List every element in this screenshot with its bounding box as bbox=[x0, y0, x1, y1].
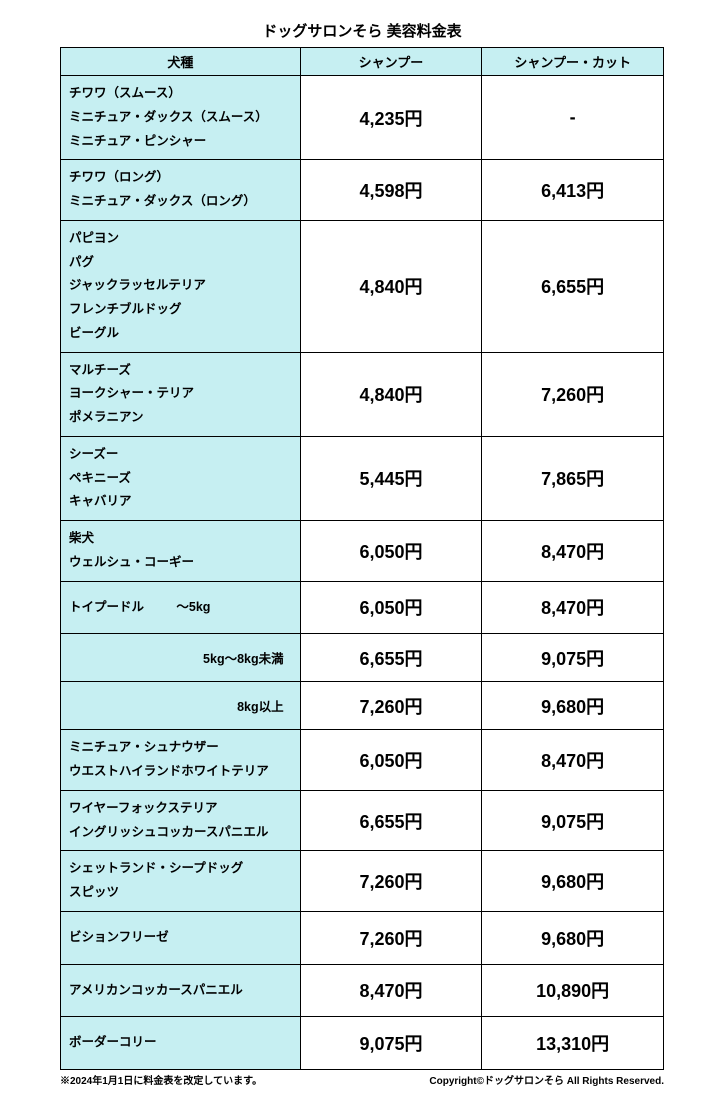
col-breed: 犬種 bbox=[61, 48, 301, 76]
breed-cell: チワワ（ロング）ミニチュア・ダックス（ロング） bbox=[61, 160, 301, 221]
table-row: トイプードル ～5kg6,050円8,470円 bbox=[61, 581, 664, 634]
cut-price: 9,680円 bbox=[482, 682, 664, 730]
table-row: アメリカンコッカースパニエル8,470円10,890円 bbox=[61, 964, 664, 1017]
cut-price: 9,680円 bbox=[482, 851, 664, 912]
shampoo-price: 6,050円 bbox=[300, 581, 482, 634]
table-row: ミニチュア・シュナウザーウエストハイランドホワイトテリア6,050円8,470円 bbox=[61, 730, 664, 791]
shampoo-price: 6,655円 bbox=[300, 790, 482, 851]
cut-price: 9,680円 bbox=[482, 911, 664, 964]
breed-cell: ワイヤーフォックステリアイングリッシュコッカースパニエル bbox=[61, 790, 301, 851]
footer-copyright: Copyright©ドッグサロンそら All Rights Reserved. bbox=[429, 1072, 664, 1087]
footer-note: ※2024年1月1日に料金表を改定しています。 bbox=[60, 1072, 262, 1087]
header-row: 犬種 シャンプー シャンプー・カット bbox=[61, 48, 664, 76]
breed-cell: パピヨンパグジャックラッセルテリアフレンチブルドッグビーグル bbox=[61, 220, 301, 352]
breed-cell: 5kg～8kg未満 bbox=[61, 634, 301, 682]
breed-cell: ボーダーコリー bbox=[61, 1017, 301, 1070]
cut-price: 9,075円 bbox=[482, 634, 664, 682]
cut-price: 13,310円 bbox=[482, 1017, 664, 1070]
breed-cell: ミニチュア・シュナウザーウエストハイランドホワイトテリア bbox=[61, 730, 301, 791]
page-title: ドッグサロンそら 美容料金表 bbox=[20, 20, 704, 41]
shampoo-price: 8,470円 bbox=[300, 964, 482, 1017]
table-row: パピヨンパグジャックラッセルテリアフレンチブルドッグビーグル4,840円6,65… bbox=[61, 220, 664, 352]
cut-price: 10,890円 bbox=[482, 964, 664, 1017]
breed-cell: シーズーペキニーズキャバリア bbox=[61, 436, 301, 520]
shampoo-price: 4,235円 bbox=[300, 76, 482, 160]
shampoo-price: 4,598円 bbox=[300, 160, 482, 221]
shampoo-price: 6,655円 bbox=[300, 634, 482, 682]
cut-price: 6,413円 bbox=[482, 160, 664, 221]
table-row: 5kg～8kg未満6,655円9,075円 bbox=[61, 634, 664, 682]
shampoo-price: 7,260円 bbox=[300, 851, 482, 912]
table-row: マルチーズヨークシャー・テリアポメラニアン4,840円7,260円 bbox=[61, 352, 664, 436]
breed-cell: マルチーズヨークシャー・テリアポメラニアン bbox=[61, 352, 301, 436]
shampoo-price: 7,260円 bbox=[300, 911, 482, 964]
shampoo-price: 6,050円 bbox=[300, 521, 482, 582]
cut-price: 8,470円 bbox=[482, 581, 664, 634]
col-shampoo: シャンプー bbox=[300, 48, 482, 76]
col-cut: シャンプー・カット bbox=[482, 48, 664, 76]
footer: ※2024年1月1日に料金表を改定しています。 Copyright©ドッグサロン… bbox=[60, 1072, 664, 1087]
breed-cell: 柴犬ウェルシュ・コーギー bbox=[61, 521, 301, 582]
breed-cell: チワワ（スムース）ミニチュア・ダックス（スムース）ミニチュア・ピンシャー bbox=[61, 76, 301, 160]
shampoo-price: 6,050円 bbox=[300, 730, 482, 791]
table-row: 柴犬ウェルシュ・コーギー6,050円8,470円 bbox=[61, 521, 664, 582]
breed-cell: ビションフリーゼ bbox=[61, 911, 301, 964]
cut-price: 8,470円 bbox=[482, 730, 664, 791]
breed-cell: 8kg以上 bbox=[61, 682, 301, 730]
cut-price: - bbox=[482, 76, 664, 160]
shampoo-price: 7,260円 bbox=[300, 682, 482, 730]
cut-price: 7,260円 bbox=[482, 352, 664, 436]
breed-cell: トイプードル ～5kg bbox=[61, 581, 301, 634]
table-row: シェットランド・シープドッグスピッツ7,260円9,680円 bbox=[61, 851, 664, 912]
cut-price: 6,655円 bbox=[482, 220, 664, 352]
table-row: チワワ（スムース）ミニチュア・ダックス（スムース）ミニチュア・ピンシャー4,23… bbox=[61, 76, 664, 160]
cut-price: 8,470円 bbox=[482, 521, 664, 582]
table-row: 8kg以上7,260円9,680円 bbox=[61, 682, 664, 730]
breed-cell: アメリカンコッカースパニエル bbox=[61, 964, 301, 1017]
table-row: シーズーペキニーズキャバリア5,445円7,865円 bbox=[61, 436, 664, 520]
table-row: ボーダーコリー9,075円13,310円 bbox=[61, 1017, 664, 1070]
shampoo-price: 9,075円 bbox=[300, 1017, 482, 1070]
cut-price: 7,865円 bbox=[482, 436, 664, 520]
shampoo-price: 4,840円 bbox=[300, 220, 482, 352]
shampoo-price: 4,840円 bbox=[300, 352, 482, 436]
table-row: チワワ（ロング）ミニチュア・ダックス（ロング）4,598円6,413円 bbox=[61, 160, 664, 221]
shampoo-price: 5,445円 bbox=[300, 436, 482, 520]
table-row: ワイヤーフォックステリアイングリッシュコッカースパニエル6,655円9,075円 bbox=[61, 790, 664, 851]
table-row: ビションフリーゼ7,260円9,680円 bbox=[61, 911, 664, 964]
cut-price: 9,075円 bbox=[482, 790, 664, 851]
breed-cell: シェットランド・シープドッグスピッツ bbox=[61, 851, 301, 912]
price-table: 犬種 シャンプー シャンプー・カット チワワ（スムース）ミニチュア・ダックス（ス… bbox=[60, 47, 664, 1070]
